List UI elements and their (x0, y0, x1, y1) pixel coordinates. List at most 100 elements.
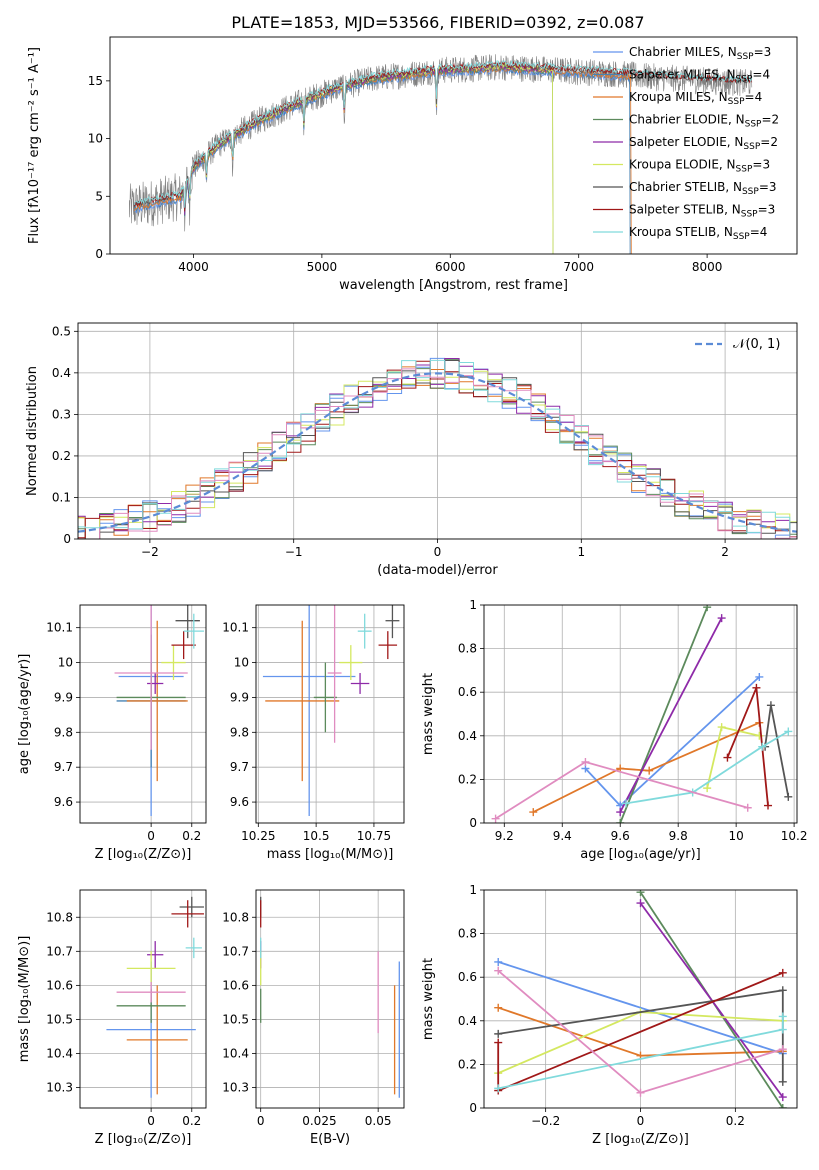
x-tick-label: 9.2 (495, 829, 514, 843)
residual-histogram-line (78, 360, 797, 539)
plus-marker (581, 757, 590, 766)
y-tick-label: 9.7 (230, 760, 249, 774)
legend-entry: Salpeter MILES, NSSP=4 (629, 68, 770, 85)
y-tick-label: 5 (95, 189, 103, 203)
y-tick-label: 0.6 (458, 970, 477, 984)
y-tick-label: 10.7 (46, 944, 73, 958)
y-tick-label: 10.4 (222, 1047, 249, 1061)
mass-weight-vs-age-panel: 9.2 9.4 9.6 9.8 10 10.2 0 0.2 0.4 0.6 0.8 1 age [log… (421, 598, 807, 862)
plot-area (484, 890, 797, 1108)
y-tick-label: 10 (58, 656, 73, 670)
axes-frame (79, 604, 207, 824)
plot-area (256, 605, 404, 823)
gaussian-reference-line (78, 372, 797, 533)
x-tick-label: 0 (434, 545, 442, 559)
x-axis-label: age [log₁₀(age/yr)] (580, 847, 701, 862)
plus-marker (494, 1003, 503, 1012)
y-axis-label: mass [log₁₀(M/M⊙)] (17, 936, 32, 1063)
x-tick-label: 8000 (692, 260, 723, 274)
legend: 𝒩(0, 1) (695, 337, 780, 352)
y-tick-label: 1 (469, 883, 477, 897)
legend-entry: Salpeter STELIB, NSSP=3 (629, 203, 775, 220)
plus-marker (703, 605, 712, 612)
x-tick-label: 5000 (307, 260, 338, 274)
y-tick-label: 0 (469, 1101, 477, 1115)
plus-marker (636, 890, 645, 897)
legend-entry: Kroupa MILES, NSSP=4 (629, 90, 762, 107)
x-axis-label: Z [log₁₀(Z/Z⊙)] (592, 1132, 689, 1147)
plus-marker (529, 808, 538, 817)
plus-marker (743, 803, 752, 812)
x-tick-label: 0 (147, 829, 155, 843)
legend-entry: Kroupa STELIB, NSSP=4 (629, 225, 767, 242)
plus-marker (491, 814, 500, 823)
plus-marker (778, 968, 787, 977)
axes-frame (483, 889, 798, 1109)
plus-marker (494, 957, 503, 966)
y-tick-label: 0 (469, 816, 477, 830)
mass-weight-line (619, 617, 723, 813)
residual-histogram-panel: −2 −1 0 1 2 0 0.1 0.2 0.3 0.4 0.5 (data-model)/erro… (25, 322, 798, 578)
mass-weight-line (619, 606, 709, 823)
kroupa-stelib-model-line (134, 59, 753, 208)
y-tick-label: 10 (88, 132, 103, 146)
y-tick-label: 0.8 (458, 927, 477, 941)
plus-marker (616, 819, 625, 823)
x-tick-label: 0.2 (182, 1114, 201, 1128)
y-tick-label: 10 (234, 656, 249, 670)
plus-marker (778, 1012, 787, 1021)
y-tick-label: 10.3 (46, 1081, 73, 1095)
y-tick-label: 0.4 (458, 729, 477, 743)
x-tick-label: 0 (257, 1114, 265, 1128)
x-axis-label: E(B-V) (310, 1132, 350, 1147)
x-tick-label: 0.2 (182, 829, 201, 843)
kroupa-miles-model-line (134, 64, 632, 254)
plot-area (484, 605, 797, 823)
y-tick-label: 1 (469, 598, 477, 612)
y-tick-label: 15 (88, 74, 103, 88)
y-tick-label: 0.4 (458, 1014, 477, 1028)
age-vs-metallicity-panel: 0 0.2 9.6 9.7 9.8 9.9 10 10.1 Z [log₁₀(Z/Z⊙)] age… (17, 604, 207, 862)
y-axis-label: mass weight (421, 958, 436, 1040)
mass-weight-line (497, 961, 784, 1055)
y-tick-label: 0.2 (52, 449, 71, 463)
y-tick-label: 10.3 (222, 1081, 249, 1095)
residual-histogram-line (78, 368, 797, 539)
x-tick-label: 0.2 (726, 1114, 745, 1128)
plus-marker (778, 1104, 787, 1108)
y-tick-label: 10.5 (46, 1012, 73, 1026)
plus-marker (494, 1084, 503, 1093)
x-tick-label: 2 (721, 545, 729, 559)
y-tick-label: 10.1 (222, 621, 249, 635)
chabrier-elodie-model-line (180, 64, 554, 254)
y-tick-label: 0.2 (458, 772, 477, 786)
legend-entry: 𝒩(0, 1) (733, 337, 780, 352)
y-tick-label: 0.5 (52, 324, 71, 338)
x-axis-label: Z [log₁₀(Z/Z⊙)] (95, 847, 192, 862)
spectrum-panel: 4000 5000 6000 7000 8000 0 5 10 15 wavelength [An… (27, 36, 798, 293)
plus-marker (778, 1025, 787, 1034)
y-tick-label: 10.8 (222, 910, 249, 924)
mass-weight-line (532, 721, 760, 813)
x-tick-label: 7000 (563, 260, 594, 274)
x-tick-label: 10.2 (781, 829, 808, 843)
y-tick-label: 0 (63, 532, 71, 546)
age-vs-mass-panel: 10.25 10.5 10.75 9.6 9.7 9.8 9.9 10 10.1 mass [lo… (222, 604, 405, 862)
x-axis-label: (data-model)/error (377, 563, 498, 578)
mass-vs-ebv-panel: 0 0.025 0.05 10.3 10.4 10.5 10.6 10.7 10.8 E(B-V) (222, 889, 405, 1147)
plus-marker (616, 808, 625, 817)
x-tick-label: 9.6 (611, 829, 630, 843)
y-axis-label: Normed distribution (25, 366, 40, 496)
axes-frame (77, 322, 798, 540)
plot-area (80, 605, 206, 823)
axes-frame (109, 36, 798, 255)
legend-entry: Chabrier STELIB, NSSP=3 (629, 180, 777, 197)
legend-entry: Salpeter ELODIE, NSSP=2 (629, 135, 778, 152)
x-tick-label: 9.4 (553, 829, 572, 843)
mass-weight-line (764, 705, 790, 797)
x-tick-label: 10.75 (357, 829, 391, 843)
x-tick-label: 0.025 (302, 1114, 336, 1128)
plus-marker (755, 672, 764, 681)
y-tick-label: 9.7 (54, 760, 73, 774)
plot-area (78, 323, 797, 539)
